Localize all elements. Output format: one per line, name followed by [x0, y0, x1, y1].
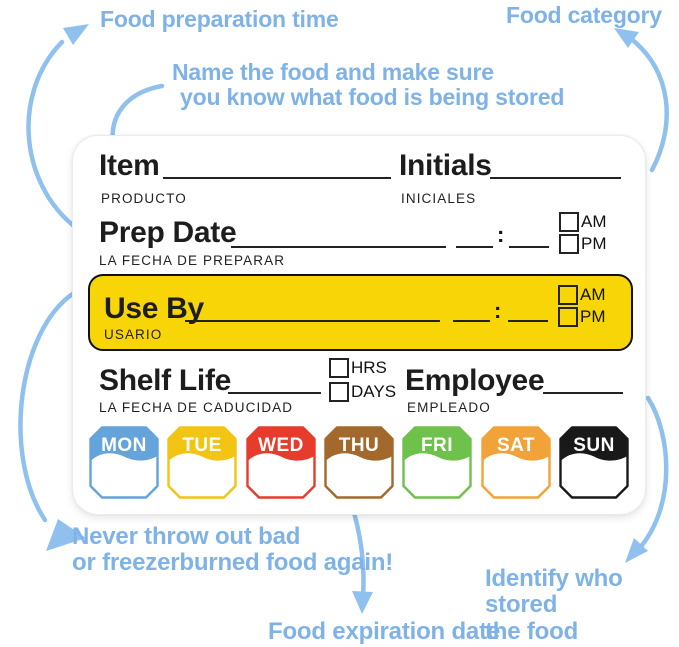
employee-label: Employee [405, 364, 545, 397]
arrowhead-expiration [352, 591, 373, 614]
caption-name-food-line1: Name the food and make sure [172, 59, 494, 85]
use-by-pm-label: PM [580, 307, 606, 326]
day-tab-tue: TUE [167, 426, 238, 499]
use-by-hour-blank [453, 320, 490, 322]
day-tab-sun-header [560, 427, 628, 461]
shelf-life-label: Shelf Life [99, 364, 232, 397]
day-tab-thu: THU [324, 426, 394, 499]
day-tab-thu-label: THU [339, 435, 380, 456]
caption-expiration: Food expiration date [268, 618, 501, 645]
caption-identify-line2: the food [485, 617, 579, 645]
use-by-label: Use By [104, 292, 204, 325]
day-tab-fri: FRI [402, 426, 473, 499]
day-tab-tue-label: TUE [183, 435, 223, 456]
caption-name-food-line2: you know what food is being stored [180, 84, 565, 111]
day-tab-thu-header [325, 427, 393, 461]
prep-am-checkbox [559, 212, 579, 232]
caption-identify: Identify who stored the food [485, 565, 679, 645]
day-tab-tue-header [168, 427, 236, 461]
item-label: Item [99, 149, 160, 182]
use-by-am-label: AM [580, 285, 606, 304]
arrowhead-prep-time [63, 24, 89, 45]
day-tab-wed: WED [245, 426, 316, 499]
use-by-am-checkbox [558, 285, 578, 305]
caption-never-throw: Never throw out bad or freezerburned foo… [72, 523, 394, 577]
day-tab-sat-header [482, 427, 550, 461]
food-label-card: Item PRODUCTO Initials INICIALES Prep Da… [72, 135, 646, 515]
caption-name-food: Name the food and make sure you know wha… [172, 59, 565, 111]
days-checkbox [329, 382, 349, 402]
prep-pm-checkbox [559, 234, 579, 254]
day-tab-mon-label: MON [101, 435, 147, 456]
day-tab-mon: MON [89, 426, 159, 499]
prep-date-blank [231, 246, 446, 248]
caption-never-throw-line2: or freezerburned food again! [72, 549, 394, 577]
day-tab-sat-label: SAT [497, 435, 535, 456]
initials-blank [490, 177, 621, 179]
use-by-pm-checkbox [558, 307, 578, 327]
use-by-colon: : [494, 298, 502, 323]
day-tab-fri-label: FRI [421, 435, 453, 456]
hrs-checkbox [329, 358, 349, 378]
caption-identify-line1: Identify who stored [485, 565, 623, 619]
arrow-name-food [110, 83, 165, 145]
arrowhead-identify [625, 538, 648, 563]
shelf-life-label-es: LA FECHA DE CADUCIDAD [99, 400, 294, 415]
hrs-label: HRS [351, 358, 387, 377]
day-tab-sun: SUN [559, 426, 629, 499]
employee-label-es: EMPLEADO [407, 400, 491, 415]
use-by-label-es: USARIO [104, 327, 163, 342]
caption-never-throw-line1: Never throw out bad [72, 523, 301, 550]
caption-prep-time: Food preparation time [100, 6, 339, 32]
employee-blank [543, 392, 623, 394]
arrow-never-throw [18, 290, 77, 523]
shelf-life-blank [228, 392, 321, 394]
item-blank [163, 177, 391, 179]
use-by-minute-blank [508, 320, 548, 322]
prep-date-label: Prep Date [99, 216, 237, 249]
use-by-section: Use By : AM PM USARIO [88, 274, 633, 351]
day-tabs-row: MON TUE WED THU [89, 426, 629, 500]
prep-pm-label: PM [581, 234, 607, 253]
prep-minute-blank [509, 246, 549, 248]
initials-label: Initials [399, 149, 492, 182]
caption-category: Food category [506, 2, 662, 28]
arrowhead-category [614, 28, 639, 48]
day-tab-mon-header [90, 427, 158, 461]
day-tab-fri-header [403, 427, 471, 461]
prep-am-label: AM [581, 212, 607, 231]
day-tab-sun-label: SUN [573, 435, 615, 456]
use-by-blank [185, 320, 440, 322]
initials-label-es: INICIALES [401, 191, 477, 206]
days-label: DAYS [351, 382, 397, 401]
prep-time-colon: : [497, 222, 505, 247]
day-tab-wed-label: WED [258, 435, 304, 456]
item-label-es: PRODUCTO [101, 191, 187, 206]
prep-date-label-es: LA FECHA DE PREPARAR [99, 253, 286, 268]
prep-hour-blank [456, 246, 493, 248]
day-tab-wed-header [247, 427, 315, 461]
day-tab-sat: SAT [480, 426, 551, 499]
